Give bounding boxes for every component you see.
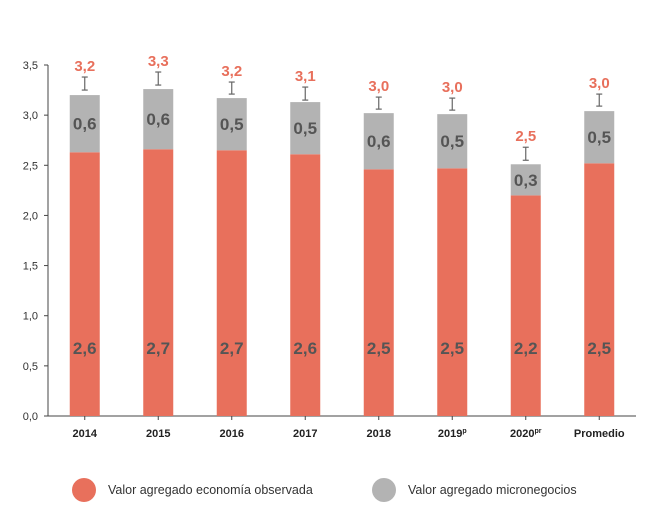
- bar-micronegocios: [143, 89, 174, 150]
- bar-label-micro: 0,5: [587, 128, 611, 147]
- bar-total-label: 3,2: [74, 58, 95, 75]
- bar-label-micro: 0,5: [440, 132, 464, 151]
- legend-item-economy: Valor agregado economía observada: [72, 478, 313, 502]
- y-tick-label: 2,5: [23, 160, 38, 172]
- bar-label-micro: 0,6: [73, 115, 97, 134]
- x-tick-label: 2014: [73, 428, 98, 440]
- bar-economy-observada: [143, 149, 174, 417]
- legend-item-micro: Valor agregado micronegocios: [372, 478, 577, 502]
- bar-economy-observada: [584, 163, 615, 416]
- bar-label-economy: 2,5: [587, 339, 611, 358]
- legend-swatch-economy: [72, 478, 96, 502]
- bar-label-micro: 0,5: [293, 119, 317, 138]
- bar-total-label: 3,2: [221, 63, 242, 80]
- bar-economy-observada: [69, 152, 100, 416]
- bar-label-micro: 0,5: [220, 115, 244, 134]
- bar-economy-observada: [510, 195, 541, 416]
- bar-label-micro: 0,3: [514, 171, 538, 190]
- bar-economy-observada: [290, 154, 321, 417]
- bar-economy-observada: [363, 169, 394, 416]
- bar-total-label: 2,5: [515, 128, 536, 145]
- bar-label-economy: 2,2: [514, 339, 538, 358]
- bar-label-micro: 0,6: [146, 110, 170, 129]
- bar-label-economy: 2,7: [220, 339, 244, 358]
- bar-label-economy: 2,5: [440, 339, 464, 358]
- legend: Valor agregado economía observada Valor …: [0, 478, 647, 518]
- bar-label-economy: 2,6: [73, 339, 97, 358]
- bar-label-economy: 2,7: [146, 339, 170, 358]
- x-tick-label: 2015: [146, 428, 170, 440]
- legend-label-economy: Valor agregado economía observada: [108, 483, 313, 497]
- y-tick-label: 0,0: [23, 411, 38, 423]
- stacked-bar-chart: 0,0 0,5 1,0 1,5 2,0 2,5 3,0 3,5 2,6 0,6 3,2 2014 2,7…: [23, 53, 636, 440]
- bar-total-label: 3,0: [442, 79, 463, 96]
- y-tick-label: 1,0: [23, 311, 38, 323]
- bar-total-label: 3,3: [148, 53, 169, 70]
- bar-total-label: 3,0: [589, 75, 610, 92]
- legend-swatch-micro: [372, 478, 396, 502]
- bar-micronegocios: [437, 114, 468, 169]
- bar-label-economy: 2,5: [367, 339, 391, 358]
- x-tick-label: 2016: [220, 428, 244, 440]
- y-tick-label: 3,5: [23, 60, 38, 72]
- bar-micronegocios: [69, 95, 100, 153]
- y-tick-label: 3,0: [23, 110, 38, 122]
- legend-label-micro: Valor agregado micronegocios: [408, 483, 577, 497]
- bar-micronegocios: [584, 111, 615, 164]
- y-tick-label: 2,0: [23, 210, 38, 222]
- bar-label-economy: 2,6: [293, 339, 317, 358]
- x-tick-label: 2019p: [438, 428, 467, 440]
- y-tick-label: 1,5: [23, 261, 38, 273]
- x-tick-label: 2018: [367, 428, 391, 440]
- y-tick-label: 0,5: [23, 361, 38, 373]
- bar-economy-observada: [437, 168, 468, 416]
- bar-micronegocios: [363, 113, 394, 170]
- bar-label-micro: 0,6: [367, 132, 391, 151]
- bar-total-label: 3,1: [295, 68, 316, 85]
- x-tick-label: Promedio: [574, 428, 625, 440]
- bar-micronegocios: [290, 102, 321, 155]
- bar-total-label: 3,0: [368, 78, 389, 95]
- bar-micronegocios: [510, 164, 541, 196]
- x-tick-label: 2017: [293, 428, 317, 440]
- bar-micronegocios: [216, 98, 247, 151]
- bar-economy-observada: [216, 150, 247, 416]
- x-tick-label: 2020pr: [510, 428, 542, 440]
